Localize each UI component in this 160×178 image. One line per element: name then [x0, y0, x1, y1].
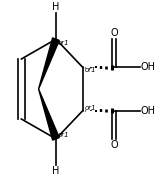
Text: O: O: [111, 140, 118, 150]
Text: H: H: [52, 2, 60, 12]
Text: or1: or1: [58, 132, 69, 138]
Text: or1: or1: [85, 105, 97, 111]
Text: O: O: [111, 28, 118, 38]
Text: H: H: [52, 166, 60, 176]
Polygon shape: [39, 38, 59, 89]
Text: or1: or1: [85, 67, 97, 73]
Polygon shape: [39, 89, 59, 140]
Text: OH: OH: [140, 106, 155, 116]
Text: or1: or1: [58, 40, 69, 46]
Text: OH: OH: [140, 62, 155, 72]
